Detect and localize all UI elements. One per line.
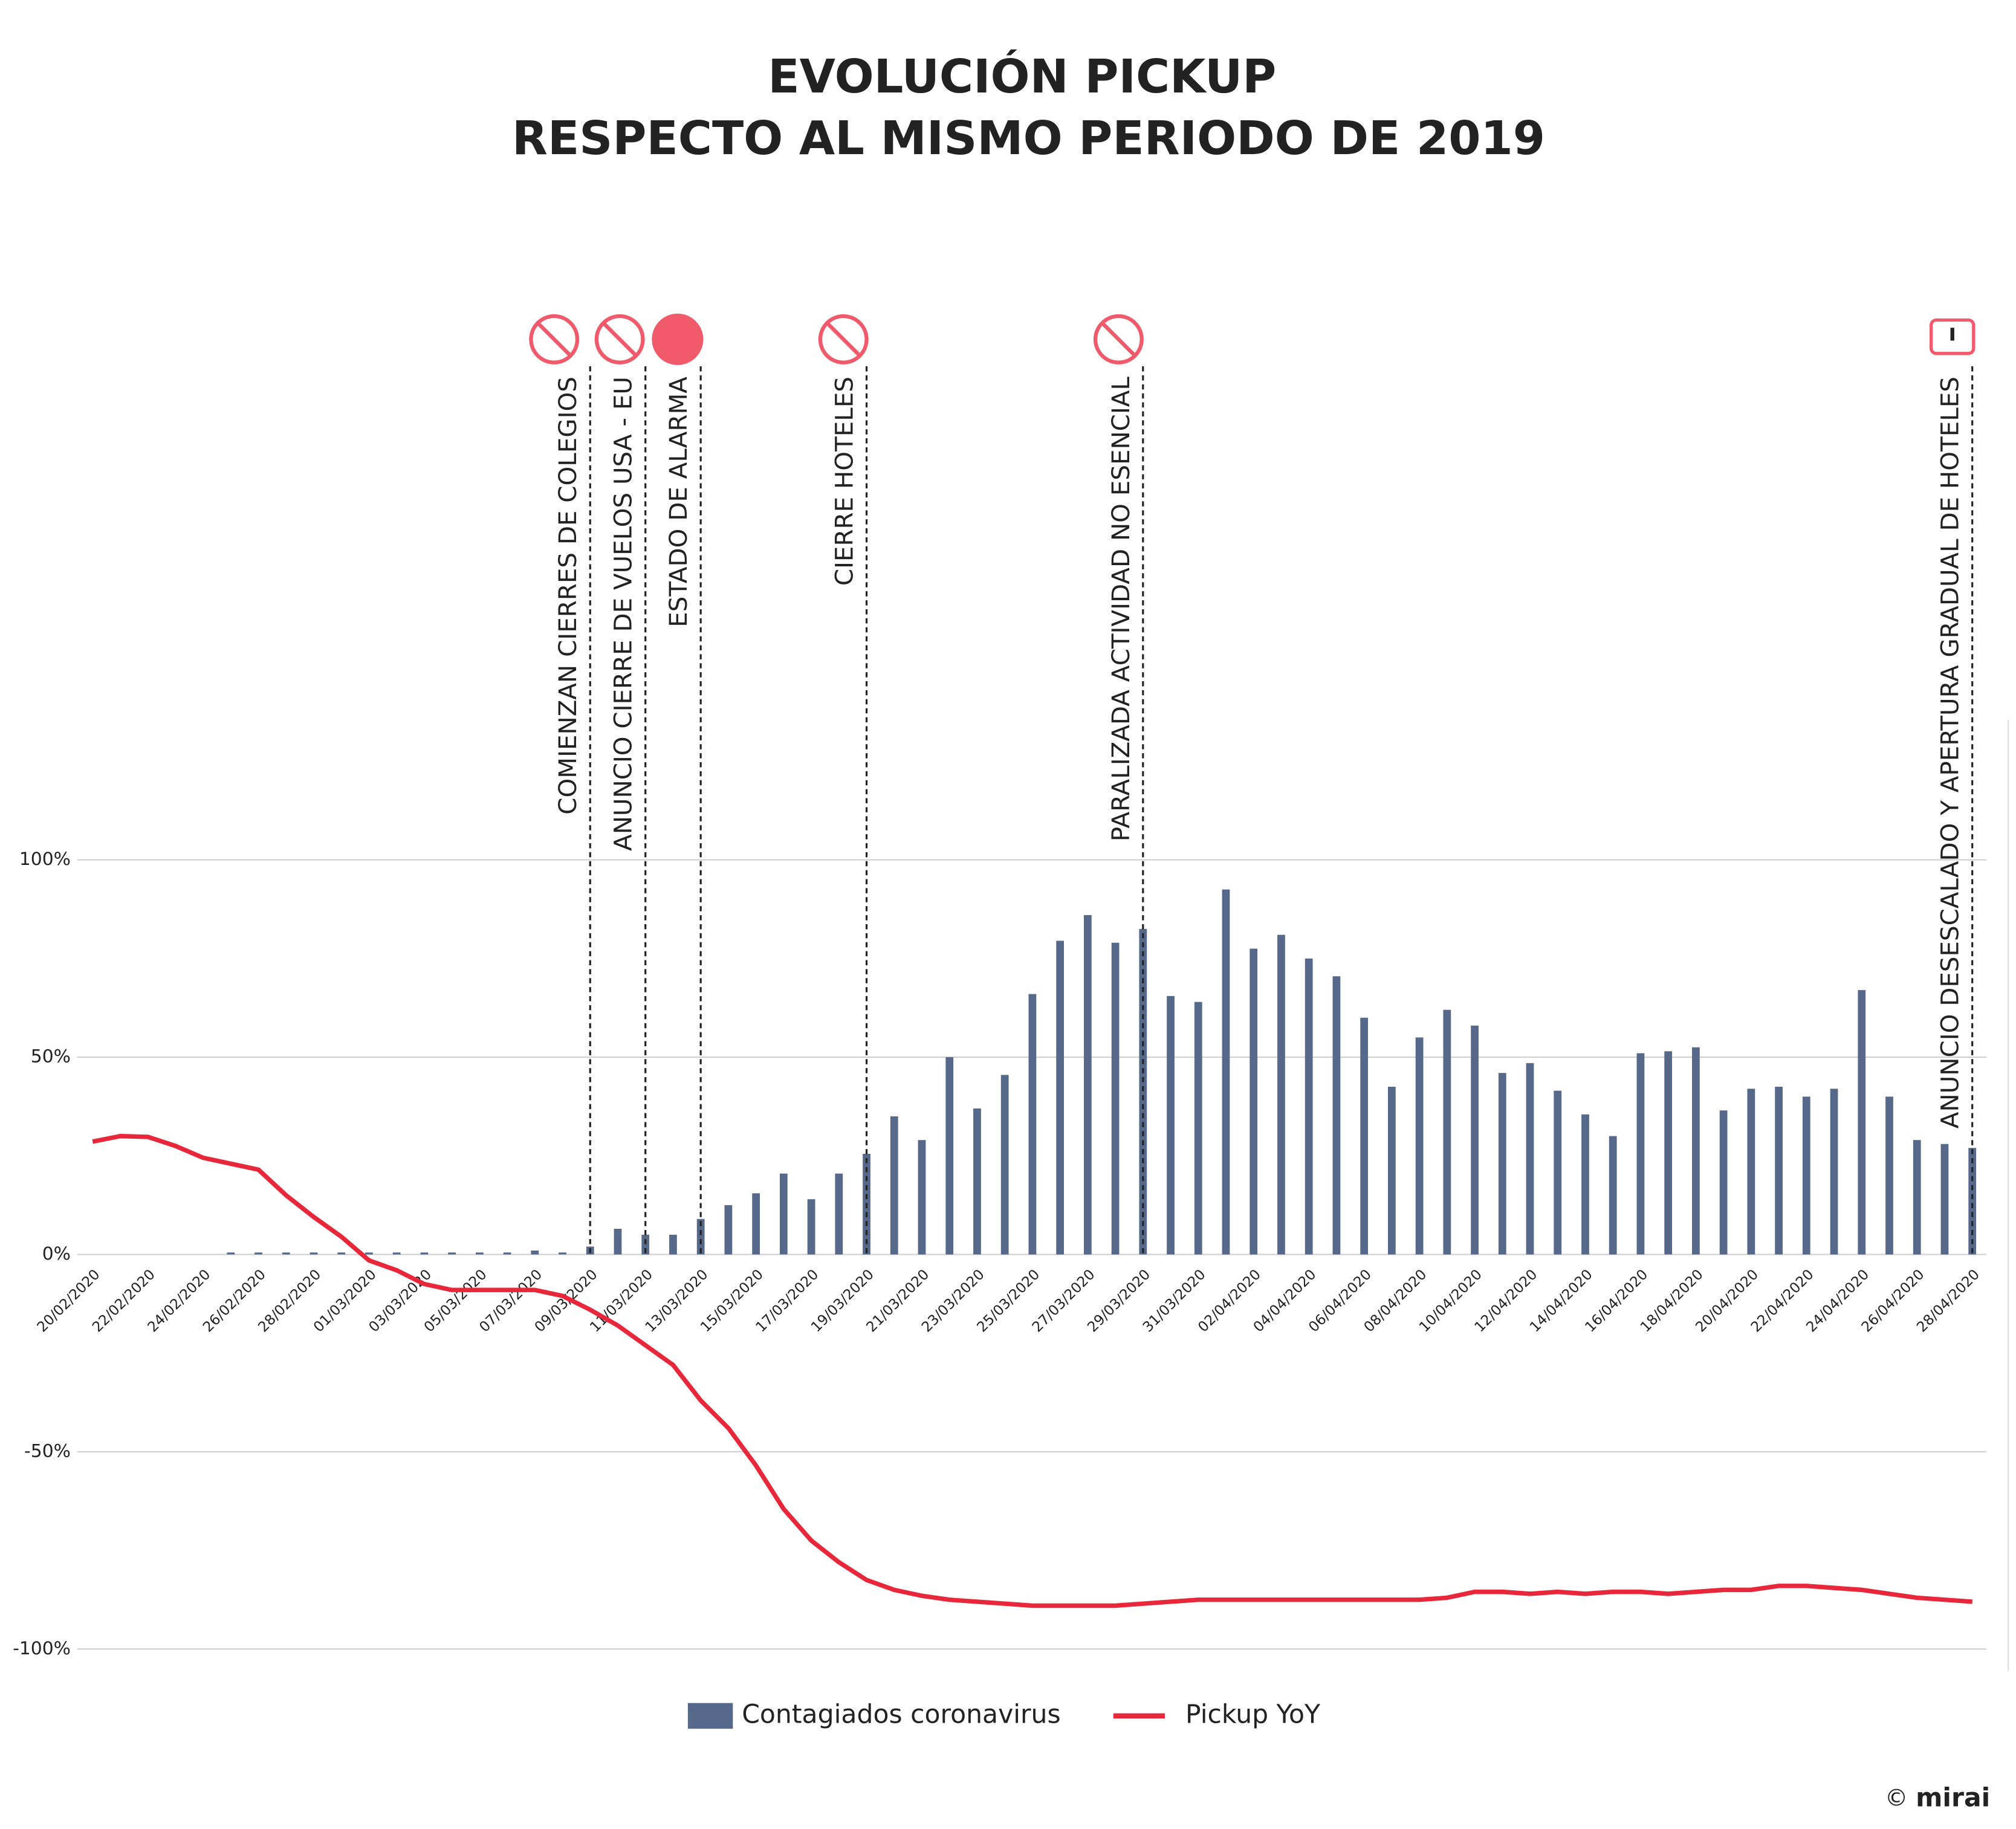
bar [1747,1089,1755,1255]
bar [890,1116,898,1255]
bar [1167,995,1175,1255]
y-tick-label: -100% [13,1638,71,1659]
annotation-text: ANUNCIO DESESCALADO Y APERTURA GRADUAL D… [1936,377,1965,1128]
bar [1000,1075,1009,1255]
bar [1968,1148,1977,1255]
bar [1636,1053,1645,1255]
bar [614,1229,622,1255]
bar [475,1252,484,1255]
bar [1940,1144,1949,1255]
bar [1332,976,1341,1255]
icon [529,314,580,364]
bar [365,1252,373,1255]
bar [1111,942,1120,1255]
bar [779,1173,788,1255]
bar [1581,1114,1589,1255]
bar [1305,958,1313,1255]
bar [448,1252,456,1255]
bar [945,1057,954,1255]
legend-label: Pickup YoY [1185,1700,1321,1729]
credit: mirai [1916,1784,1990,1813]
bar [1028,994,1037,1255]
bar [1056,940,1065,1255]
icon-slash [1100,321,1137,358]
chart-title: RESPECTO AL MISMO PERIODO DE 2019 [512,112,1545,166]
y-tick-label: 50% [31,1046,71,1067]
bar [1277,934,1285,1255]
annotation-text: COMIENZAN CIERRES DE COLEGIOS [553,377,582,815]
bar [227,1252,235,1255]
icon-slash [601,321,638,358]
bar [918,1140,926,1255]
bar [835,1173,843,1255]
bar [669,1234,677,1255]
bar [1222,889,1230,1255]
icons [529,313,1975,365]
bar [337,1252,346,1255]
bar [1388,1087,1396,1255]
bar [282,1252,290,1255]
icon [1093,314,1144,364]
bar [1719,1110,1728,1255]
bar [1775,1087,1783,1255]
bar [392,1252,401,1255]
icon [594,314,645,364]
bar [531,1250,539,1255]
annotation-text: ESTADO DE ALARMA [664,377,693,627]
bar [1415,1037,1424,1255]
icon-slash [825,321,862,358]
bar [503,1252,511,1255]
bar [1498,1073,1506,1255]
y-tick-label: 0% [42,1243,71,1264]
bar [696,1219,705,1255]
icon-slash [536,321,572,358]
bar [1830,1089,1838,1255]
bar [1526,1063,1534,1255]
y-tick-label: 100% [19,849,71,870]
icon [1929,318,1975,355]
bar [420,1252,429,1255]
bar [1194,1002,1202,1255]
bar [1139,928,1147,1255]
bar [254,1252,262,1255]
annotation-text: CIERRE HOTELES [830,377,859,586]
bar [1249,948,1258,1255]
bar [1083,915,1092,1255]
legend-label: Contagiados coronavirus [742,1700,1060,1729]
chart-title: EVOLUCIÓN PICKUP [768,49,1276,104]
bar [1443,1009,1451,1255]
bar [807,1199,815,1255]
bar [1913,1140,1921,1255]
icon [1950,328,1954,341]
bar [310,1252,318,1255]
bar [559,1252,566,1255]
bar [1692,1047,1700,1255]
icon [652,313,704,365]
bar [1554,1090,1562,1255]
annotation-text: ANUNCIO CIERRE DE VUELOS USA - EU [609,377,638,851]
bar [641,1234,650,1255]
line [92,1133,1972,1608]
bar [1360,1017,1369,1255]
bar [724,1205,733,1255]
bar [1858,990,1866,1255]
bar [1609,1136,1617,1255]
bar [1802,1096,1810,1255]
bar [1664,1051,1673,1255]
y-tick-label: -50% [24,1440,71,1462]
bar [973,1108,981,1255]
bar [1471,1025,1479,1255]
credit-symbol: © [1885,1785,1908,1812]
bar [752,1193,760,1255]
icon [818,314,869,364]
bar [1885,1096,1893,1255]
legend-swatch [687,1703,733,1729]
annotation-text: PARALIZADA ACTIVIDAD NO ESENCIAL [1106,377,1135,842]
